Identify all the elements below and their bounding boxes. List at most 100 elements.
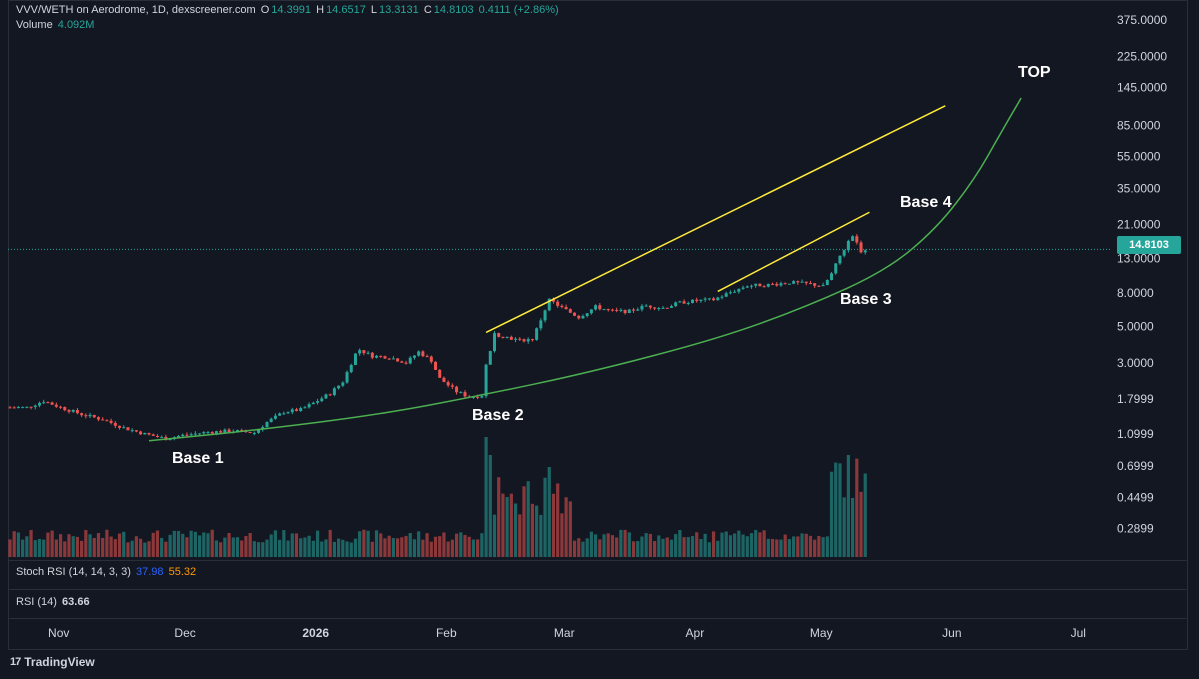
candle-body bbox=[480, 396, 484, 398]
volume-bar bbox=[488, 455, 492, 557]
volume-bar bbox=[813, 539, 817, 557]
volume-bar bbox=[796, 536, 800, 557]
volume-bar bbox=[370, 541, 374, 557]
rsi-legend[interactable]: RSI (14) 63.66 bbox=[16, 596, 92, 608]
candle-body bbox=[75, 409, 79, 414]
candle-body bbox=[206, 432, 210, 434]
candle-body bbox=[749, 285, 753, 287]
volume-bar bbox=[433, 536, 438, 557]
candle-body bbox=[518, 338, 522, 340]
volume-bar bbox=[130, 540, 134, 557]
symbol-label[interactable]: VVV/WETH on Aerodrome, 1D, dexscreener.c… bbox=[16, 4, 256, 16]
volume-bar bbox=[71, 536, 75, 557]
candle-body bbox=[771, 283, 775, 285]
candle-body bbox=[96, 417, 100, 420]
candle-body bbox=[830, 273, 834, 280]
volume-bar bbox=[391, 538, 395, 557]
candle-body bbox=[198, 433, 202, 435]
y-tick-label: 375.0000 bbox=[1117, 13, 1167, 27]
volume-bar bbox=[139, 538, 143, 557]
volume-bar bbox=[408, 533, 412, 557]
volume-bar bbox=[669, 539, 674, 557]
candle-body bbox=[316, 401, 320, 403]
y-tick-label: 1.7999 bbox=[1117, 392, 1154, 406]
volume-bar bbox=[518, 514, 522, 557]
candle-body bbox=[846, 240, 850, 251]
y-tick-label: 35.0000 bbox=[1117, 181, 1161, 195]
volume-bar bbox=[467, 536, 471, 557]
candle-body bbox=[425, 356, 429, 358]
volume-bar bbox=[665, 537, 669, 557]
volume-bar bbox=[513, 503, 518, 557]
volume-bar bbox=[421, 539, 425, 557]
volume-bar bbox=[509, 493, 513, 557]
volume-bar bbox=[501, 493, 505, 557]
volume-bar bbox=[505, 497, 509, 557]
volume-bar bbox=[324, 539, 328, 557]
volume-bar bbox=[577, 538, 581, 557]
candle-body bbox=[530, 339, 534, 341]
volume-bar bbox=[63, 541, 67, 557]
candle-body bbox=[834, 263, 838, 274]
volume-bar bbox=[383, 538, 387, 557]
candle-body bbox=[838, 255, 842, 264]
volume-bar bbox=[349, 542, 353, 557]
candle-body bbox=[88, 414, 92, 417]
candle-body bbox=[615, 309, 619, 311]
candle-body bbox=[577, 315, 581, 319]
volume-label[interactable]: Volume bbox=[16, 19, 53, 31]
volume-bar bbox=[429, 541, 433, 557]
candle-body bbox=[248, 432, 252, 434]
candle-body bbox=[341, 382, 345, 386]
candle-body bbox=[526, 339, 530, 342]
candle-body bbox=[269, 418, 273, 423]
volume-bar bbox=[724, 531, 728, 557]
candle-body bbox=[202, 432, 206, 434]
volume-bar bbox=[859, 491, 863, 557]
volume-bar bbox=[808, 535, 813, 557]
candle-body bbox=[92, 414, 96, 418]
candle-body bbox=[547, 298, 551, 311]
candle-body bbox=[391, 358, 395, 360]
candle-body bbox=[796, 281, 800, 283]
volume-bar bbox=[817, 535, 821, 557]
candle-body bbox=[8, 407, 12, 409]
candle-body bbox=[766, 283, 770, 287]
candle-body bbox=[105, 420, 109, 422]
volume-bar bbox=[804, 533, 808, 557]
candle-body bbox=[42, 402, 46, 404]
volume-bar bbox=[294, 533, 299, 557]
volume-bar bbox=[252, 541, 256, 557]
volume-bar bbox=[54, 539, 58, 557]
candle-body bbox=[400, 361, 404, 363]
stoch-rsi-legend[interactable]: Stoch RSI (14, 14, 3, 3) 37.98 55.32 bbox=[16, 566, 198, 578]
candle-body bbox=[290, 409, 294, 413]
low-value: 13.3131 bbox=[379, 4, 419, 16]
volume-bar bbox=[290, 533, 294, 557]
volume-bar bbox=[568, 501, 572, 557]
volume-bar bbox=[206, 533, 210, 557]
volume-bar bbox=[610, 535, 615, 557]
candle-body bbox=[404, 362, 408, 364]
candle-body bbox=[455, 386, 459, 393]
candle-body bbox=[294, 409, 298, 412]
volume-bar bbox=[240, 540, 244, 557]
candle-body bbox=[236, 430, 240, 432]
stoch-k-value: 37.98 bbox=[136, 566, 164, 578]
volume-bar bbox=[299, 538, 303, 557]
close-label: C bbox=[423, 4, 432, 16]
candle-body bbox=[358, 350, 362, 354]
tradingview-brand[interactable]: 17 TradingView bbox=[10, 655, 95, 669]
volume-bar bbox=[829, 471, 834, 557]
tv-logo-icon: 17 bbox=[10, 656, 21, 668]
volume-bar bbox=[417, 531, 421, 557]
volume-bar bbox=[787, 539, 792, 557]
annotation-base-4: Base 4 bbox=[900, 194, 952, 211]
y-tick-label: 1.0999 bbox=[1117, 427, 1154, 441]
candle-body bbox=[375, 355, 379, 358]
yellow-trendline bbox=[485, 105, 946, 334]
volume-bar bbox=[223, 537, 227, 557]
candle-body bbox=[737, 288, 741, 292]
candle-body bbox=[265, 422, 269, 427]
